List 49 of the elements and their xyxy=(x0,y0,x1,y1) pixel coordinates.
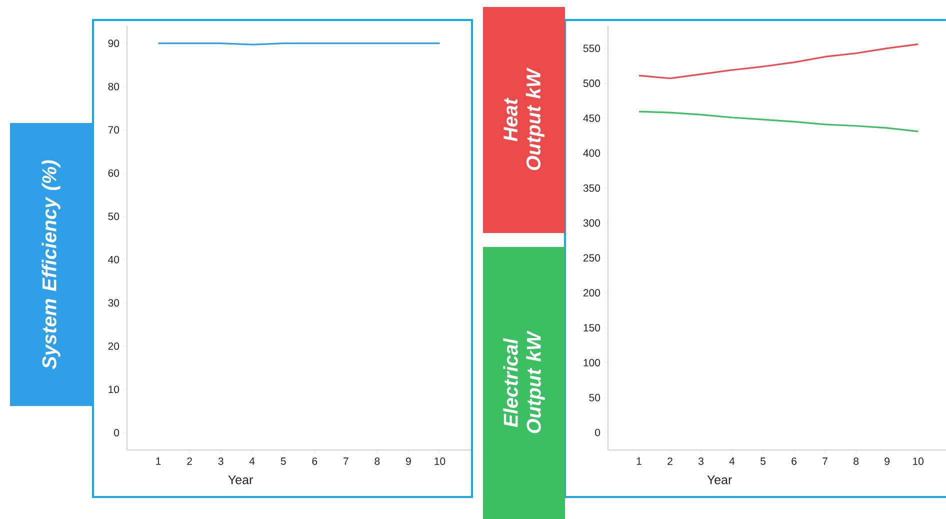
x-tick-label: 4 xyxy=(249,458,255,465)
x-tick-label: 9 xyxy=(406,458,411,465)
y-tick-label: 40 xyxy=(108,256,120,264)
x-tick-label: 2 xyxy=(668,458,672,465)
y-tick-label: 250 xyxy=(583,254,600,262)
y-tick-label: 90 xyxy=(108,40,120,48)
x-axis-title: Year xyxy=(707,476,732,484)
y-tick-label: 150 xyxy=(584,324,600,332)
y-tick-label: 50 xyxy=(108,212,120,220)
x-tick-label: 7 xyxy=(822,458,828,465)
x-tick-label: 3 xyxy=(218,458,224,465)
line-series xyxy=(638,43,919,80)
y-tick-label: 400 xyxy=(583,149,600,157)
x-tick-label: 10 xyxy=(434,458,446,465)
line-series xyxy=(638,110,919,132)
text: Electrical Output kW xyxy=(503,330,545,434)
x-axis-title: Year xyxy=(228,476,253,484)
y-tick-label: 300 xyxy=(583,219,600,227)
y-tick-label: 500 xyxy=(583,80,600,87)
y-tick-label: 450 xyxy=(583,114,600,122)
x-tick-label: 5 xyxy=(280,458,286,465)
x-tick-label: 6 xyxy=(792,458,797,465)
y-tick-label: 10 xyxy=(108,386,120,394)
y-axis-title: System Efficiency (%) xyxy=(42,160,60,370)
y-tick-label: 550 xyxy=(583,44,600,52)
y-tick-label: 30 xyxy=(108,299,120,307)
x-tick-label: 8 xyxy=(374,458,380,465)
y-tick-label: 60 xyxy=(108,169,120,177)
text: Heat Output kW xyxy=(504,67,544,170)
x-tick-label: 1 xyxy=(156,458,161,465)
y-tick-label: 100 xyxy=(584,358,600,366)
x-tick-label: 4 xyxy=(729,458,735,465)
x-tick-label: 1 xyxy=(636,458,642,465)
y-tick-label: 350 xyxy=(583,184,600,192)
y-tick-label: 80 xyxy=(108,82,120,90)
y-tick-label: 20 xyxy=(108,342,120,350)
x-tick-label: 2 xyxy=(187,458,192,465)
y-tick-label: 70 xyxy=(108,126,120,134)
x-tick-label: 6 xyxy=(312,458,318,465)
y-tick-label: 0 xyxy=(114,428,120,436)
x-tick-label: 3 xyxy=(698,458,704,465)
y-tick-label: 0 xyxy=(595,428,600,436)
x-tick-label: 10 xyxy=(913,458,924,465)
y-tick-label: 50 xyxy=(589,394,600,402)
x-tick-label: 5 xyxy=(760,458,766,465)
x-tick-label: 8 xyxy=(854,458,859,465)
x-tick-label: 9 xyxy=(884,458,890,465)
x-tick-label: 7 xyxy=(344,458,348,465)
y-tick-label: 200 xyxy=(583,289,600,297)
